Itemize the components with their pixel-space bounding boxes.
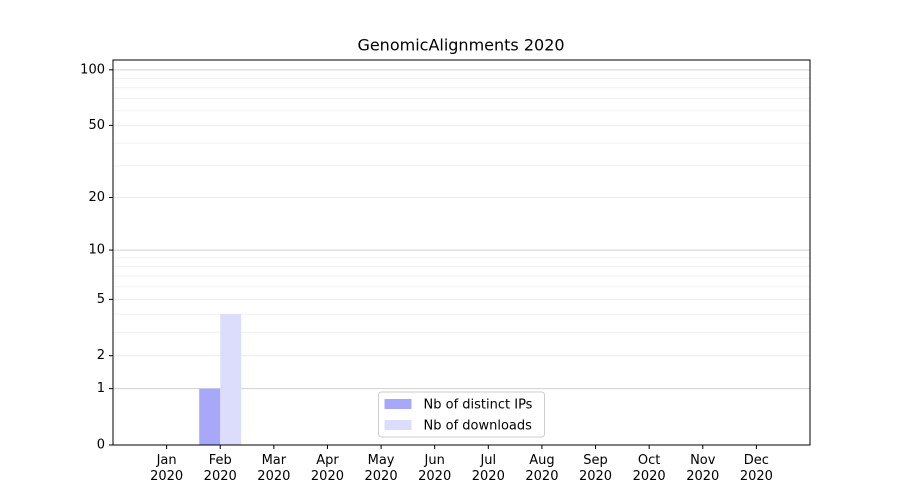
y-tick-label: 100 (80, 62, 105, 77)
x-tick-label: Oct 2020 (632, 453, 666, 484)
x-tick-label: May 2020 (364, 453, 398, 484)
legend-swatch (384, 399, 412, 409)
y-tick-label: 20 (88, 190, 105, 205)
x-tick-label: Mar 2020 (257, 453, 291, 484)
x-tick-label: Jul 2020 (471, 453, 505, 484)
bar (220, 314, 242, 445)
y-tick-label: 50 (88, 118, 105, 133)
plot-frame (112, 59, 811, 446)
bar (199, 388, 221, 445)
x-tick-label: Jun 2020 (418, 453, 452, 484)
y-tick-label: 10 (88, 243, 105, 258)
chart-title: GenomicAlignments 2020 (357, 36, 564, 55)
legend: Nb of distinct IPs Nb of downloads (378, 391, 545, 438)
y-tick-label: 2 (97, 348, 105, 363)
legend-label: Nb of downloads (424, 419, 533, 434)
x-tick-label: Aug 2020 (525, 453, 559, 484)
x-tick-label: Dec 2020 (739, 453, 773, 484)
x-tick-label: Nov 2020 (686, 453, 720, 484)
legend-frame (378, 391, 545, 438)
legend-swatch (384, 420, 412, 430)
x-tick-label: Sep 2020 (578, 453, 613, 484)
x-tick-label: Apr 2020 (310, 453, 344, 484)
y-tick-label: 1 (97, 381, 105, 396)
y-tick-label: 5 (97, 292, 105, 307)
x-tick-label: Jan 2020 (150, 453, 184, 484)
y-tick-label: 0 (97, 438, 105, 453)
legend-label: Nb of distinct IPs (424, 398, 533, 413)
x-tick-label: Feb 2020 (203, 453, 237, 484)
